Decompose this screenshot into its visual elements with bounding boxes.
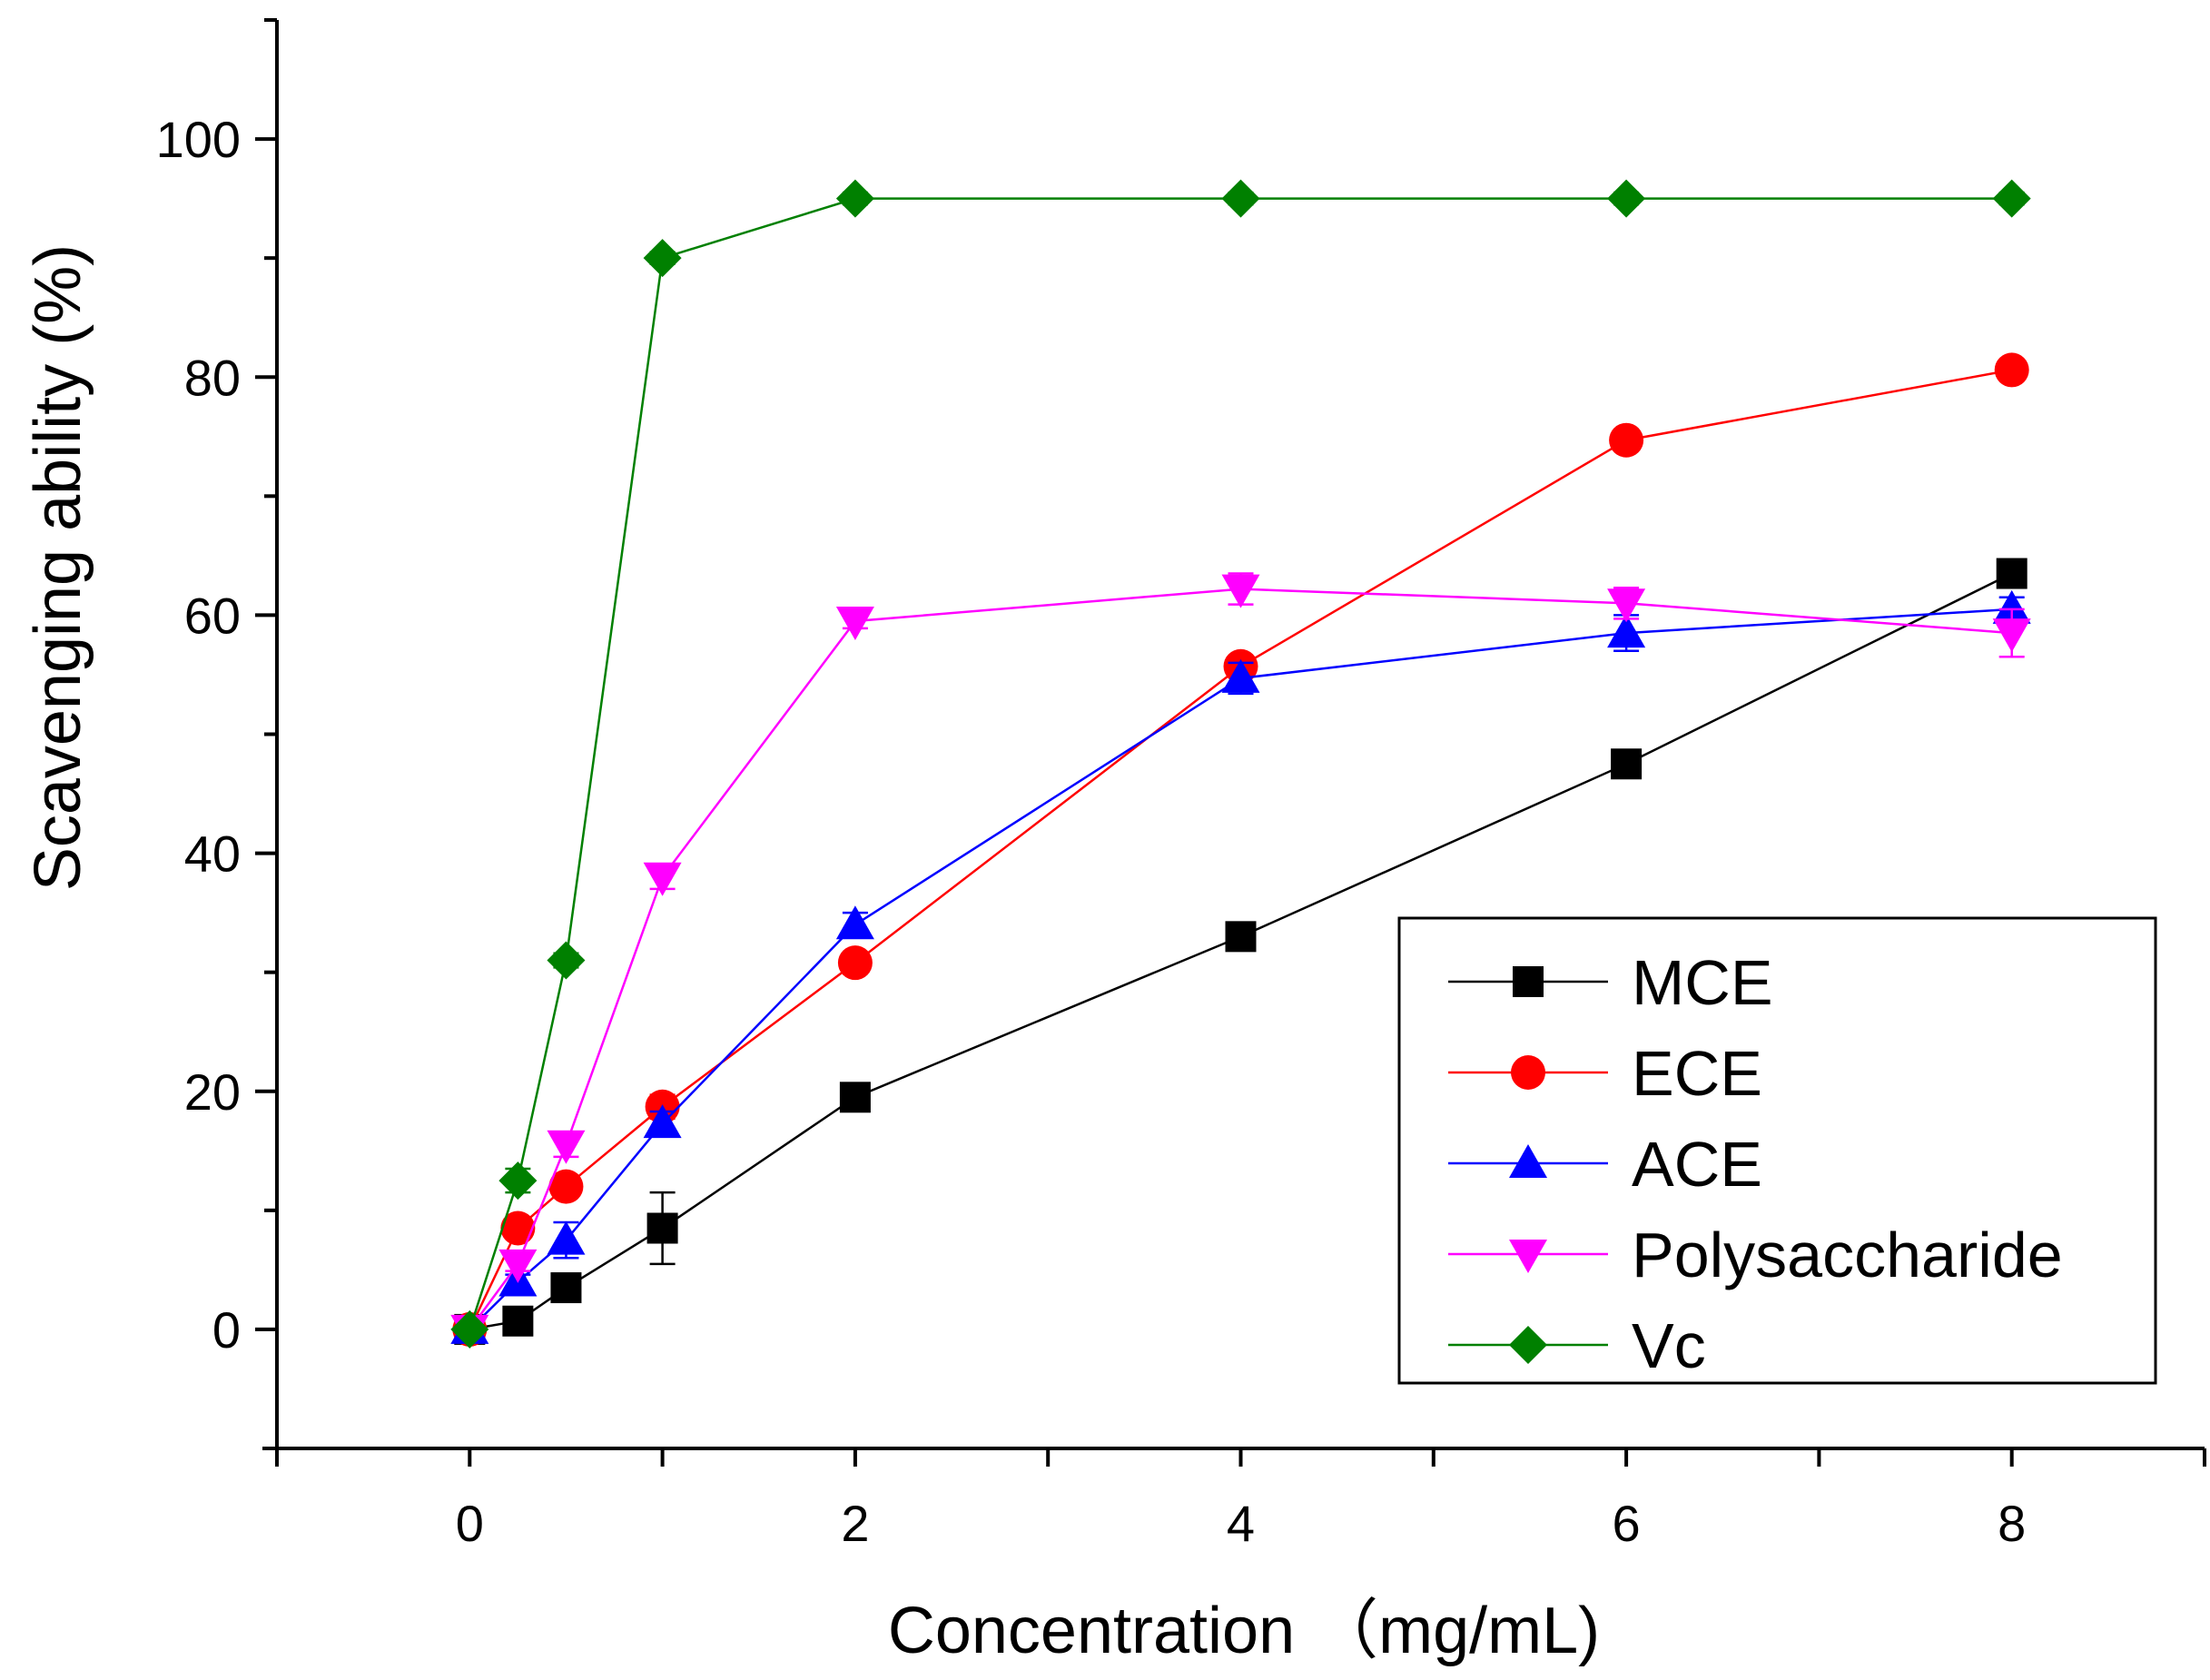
data-point-ece xyxy=(837,945,873,981)
y-axis-title: Scavenging ability (%) xyxy=(22,244,94,891)
legend: MCE ECE ACE Polysaccharide Vc xyxy=(1397,916,2157,1385)
series-line-vc xyxy=(469,197,2012,1330)
legend-item-vc: Vc xyxy=(1448,1310,1706,1381)
legend-item-polysaccharide: Polysaccharide xyxy=(1448,1220,2063,1290)
data-point-mce xyxy=(1996,558,2027,589)
y-tick-label: 100 xyxy=(156,111,241,168)
data-point-ece xyxy=(500,1211,536,1246)
legend-marker xyxy=(1509,1326,1547,1364)
data-point-ace xyxy=(1992,589,2031,624)
data-point-polysaccharide xyxy=(835,606,874,640)
data-point-polysaccharide xyxy=(1992,618,2031,653)
data-point-ece xyxy=(1994,352,2029,388)
data-point-polysaccharide xyxy=(1221,574,1260,608)
data-point-mce xyxy=(1225,921,1257,953)
series-line-polysaccharide xyxy=(469,588,2012,1330)
legend-label: MCE xyxy=(1632,947,1773,1018)
legend-label: ECE xyxy=(1632,1038,1762,1109)
y-tick-label: 40 xyxy=(184,825,241,883)
series-polysaccharide xyxy=(450,572,2031,1349)
data-point-mce xyxy=(502,1305,534,1337)
legend-item-ace: ACE xyxy=(1448,1129,1762,1200)
data-point-vc xyxy=(498,1161,538,1201)
x-tick-label: 8 xyxy=(1998,1495,2026,1552)
y-tick-label: 20 xyxy=(184,1063,241,1121)
data-point-polysaccharide xyxy=(498,1249,538,1283)
data-point-mce xyxy=(839,1082,871,1113)
data-point-ace xyxy=(1221,658,1260,693)
y-tick-label: 80 xyxy=(184,349,241,406)
data-point-ece xyxy=(548,1169,584,1204)
data-point-polysaccharide xyxy=(547,1130,586,1164)
data-point-vc xyxy=(1992,179,2031,218)
x-tick-label: 6 xyxy=(1613,1495,1641,1552)
y-tick-label: 0 xyxy=(212,1301,241,1359)
data-point-vc xyxy=(547,941,586,980)
data-point-ace xyxy=(835,905,874,940)
data-point-vc xyxy=(643,239,682,278)
data-point-mce xyxy=(646,1212,678,1244)
x-tick-label: 0 xyxy=(456,1495,484,1552)
data-point-ace xyxy=(643,1104,682,1139)
legend-item-ece: ECE xyxy=(1448,1038,1762,1109)
series-layer xyxy=(450,179,2031,1349)
data-point-ece xyxy=(1609,422,1644,458)
legend-label: Polysaccharide xyxy=(1632,1220,2063,1290)
legend-marker xyxy=(1509,1240,1547,1273)
data-point-polysaccharide xyxy=(643,862,682,896)
data-point-vc xyxy=(450,1309,489,1349)
data-point-vc xyxy=(1607,179,1646,218)
data-point-vc xyxy=(835,179,874,218)
data-point-polysaccharide xyxy=(1607,588,1646,623)
series-vc xyxy=(450,179,2031,1349)
y-tick-label: 60 xyxy=(184,587,241,644)
data-point-mce xyxy=(550,1272,582,1304)
legend-label: ACE xyxy=(1632,1129,1762,1200)
legend-marker xyxy=(1513,966,1544,997)
legend-box xyxy=(1397,916,2157,1385)
legend-label: Vc xyxy=(1632,1310,1706,1381)
legend-item-mce: MCE xyxy=(1448,947,1773,1018)
data-point-vc xyxy=(1221,179,1260,218)
data-point-ace xyxy=(547,1220,586,1255)
legend-marker xyxy=(1509,1144,1547,1178)
x-tick-label: 2 xyxy=(841,1495,869,1552)
data-point-mce xyxy=(1611,748,1643,780)
legend-marker xyxy=(1511,1055,1545,1090)
x-axis-title: Concentration （mg/mL) xyxy=(888,1595,1600,1667)
x-tick-label: 4 xyxy=(1227,1495,1255,1552)
data-point-ace xyxy=(1607,614,1646,648)
